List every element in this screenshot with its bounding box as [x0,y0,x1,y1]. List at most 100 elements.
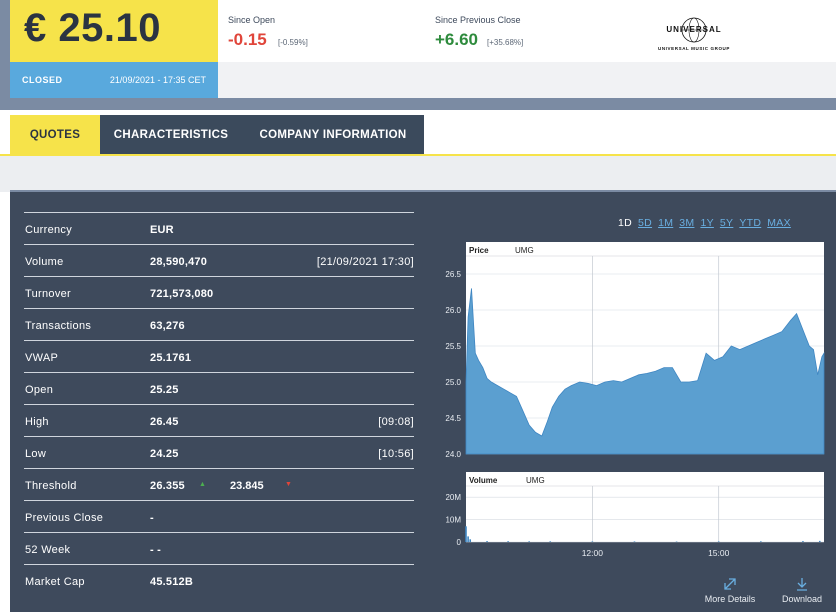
stat-value: EUR [150,224,174,236]
tab-underline [0,154,836,156]
download-button[interactable]: Download [767,577,836,604]
volume-bar [633,541,636,542]
stat-row-currency: Currency EUR [24,212,414,245]
status-timestamp: 21/09/2021 - 17:35 CET [109,75,206,85]
period-max[interactable]: MAX [767,217,791,229]
volume-bar [528,541,530,542]
stat-label: Transactions [25,320,92,332]
stat-label: Low [25,448,47,460]
change-info-panel: Since Open -0.15 [-0.59%] Since Previous… [218,0,836,98]
stat-value: 26.355 [150,480,185,492]
info-strip [218,62,836,98]
period-ytd[interactable]: YTD [739,217,762,229]
price-chart[interactable]: Price UMG 24.0 24.5 25.0 25.5 26.0 26.5 Volume UM… [428,238,828,558]
stat-value: - [150,512,154,524]
stat-row-volume: Volume 28,590,470 [21/09/2021 17:30] [24,244,414,277]
volume-bar [486,541,488,542]
stat-value: - - [150,544,161,556]
volume-bar [591,541,594,542]
volume-bar [467,536,469,542]
stat-label: Turnover [25,288,72,300]
stat-value: 28,590,470 [150,256,208,268]
stat-value-secondary: 23.845 [230,480,264,492]
price-area-series [465,288,825,455]
period-1m[interactable]: 1M [658,217,674,229]
stat-label: Open [25,384,54,396]
stat-timestamp: [21/09/2021 17:30] [316,256,414,268]
stat-row-open: Open 25.25 [24,372,414,405]
period-5y[interactable]: 5Y [719,217,734,229]
market-status: CLOSED [22,75,63,85]
period-3m[interactable]: 3M [679,217,695,229]
stat-label: Previous Close [25,512,104,524]
stat-label: High [25,416,49,428]
stat-label: Market Cap [25,576,85,588]
x-tick-label: 12:00 [582,548,604,558]
download-icon [797,578,807,591]
stat-row-market-cap: Market Cap 45.512B [24,564,414,597]
since-open-change: -0.15 [228,30,267,49]
stat-value: 63,276 [150,320,185,332]
since-open-label: Since Open [228,15,276,25]
price-series-tag: UMG [515,246,534,255]
stat-row-vwap: VWAP 25.1761 [24,340,414,373]
stat-label: VWAP [25,352,59,364]
volume-y-tick-label: 0 [457,538,462,547]
x-tick-label: 15:00 [708,548,730,558]
volume-bar [818,540,821,542]
tab-bar: QUOTES CHARACTERISTICS COMPANY INFORMATI… [10,115,424,155]
price-y-tick-label: 24.5 [445,414,461,423]
volume-plot-area [466,472,824,542]
price-y-tick-label: 26.0 [445,306,461,315]
stat-timestamp: [09:08] [378,416,414,428]
stat-value: 24.25 [150,448,179,460]
price-y-tick-label: 25.0 [445,378,461,387]
period-1d[interactable]: 1D [618,217,633,229]
download-label: Download [781,594,823,604]
volume-y-tick-label: 20M [445,493,461,502]
volume-chart-title: Volume [469,476,498,485]
stat-timestamp: [10:56] [378,448,414,460]
stat-row-high: High 26.45 [09:08] [24,404,414,437]
volume-bar [675,541,678,543]
stat-label: Currency [25,224,73,236]
stat-value: 45.512B [150,576,193,588]
stat-value: 25.25 [150,384,179,396]
threshold-down-icon: ▼ [285,481,292,488]
price-y-tick-label: 24.0 [445,450,461,459]
stat-value: 26.45 [150,416,179,428]
volume-bar [465,526,467,542]
more-details-label: More Details [704,594,756,604]
volume-bar [760,541,762,542]
volume-bar [507,541,509,542]
last-price: € 25.10 [24,6,161,50]
tab-quotes[interactable]: QUOTES [10,115,100,155]
more-details-button[interactable]: More Details [695,577,765,604]
price-y-tick-label: 25.5 [445,342,461,351]
stat-row-transactions: Transactions 63,276 [24,308,414,341]
stat-row-turnover: Turnover 721,573,080 [24,276,414,309]
content-spacer [0,156,836,192]
volume-bar [802,541,804,542]
volume-y-tick-label: 10M [445,516,461,525]
period-selector: 1D 5D 1M 3M 1Y 5Y YTD MAX [618,217,797,229]
period-5d[interactable]: 5D [638,217,653,229]
price-chart-title: Price [469,246,489,255]
volume-bar [469,539,472,542]
stat-label: Volume [25,256,64,268]
threshold-up-icon: ▲ [199,481,206,488]
tab-company-information[interactable]: COMPANY INFORMATION [259,129,407,141]
volume-series-tag: UMG [526,476,545,485]
stat-value: 721,573,080 [150,288,214,300]
quotes-panel: Currency EUR Volume 28,590,470 [21/09/2021 1… [10,190,836,612]
tab-characteristics[interactable]: CHARACTERISTICS [113,129,229,141]
logo-subtitle: UNIVERSAL MUSIC GROUP [657,46,731,51]
stat-label: 52 Week [25,544,71,556]
stat-row-threshold: Threshold 26.355 ▲ 23.845 ▼ [24,468,414,501]
volume-bar [549,541,552,542]
expand-icon [724,578,736,590]
stat-row-52-week: 52 Week - - [24,532,414,565]
period-1y[interactable]: 1Y [700,217,714,229]
volume-bar [717,541,720,542]
stat-value: 25.1761 [150,352,192,364]
